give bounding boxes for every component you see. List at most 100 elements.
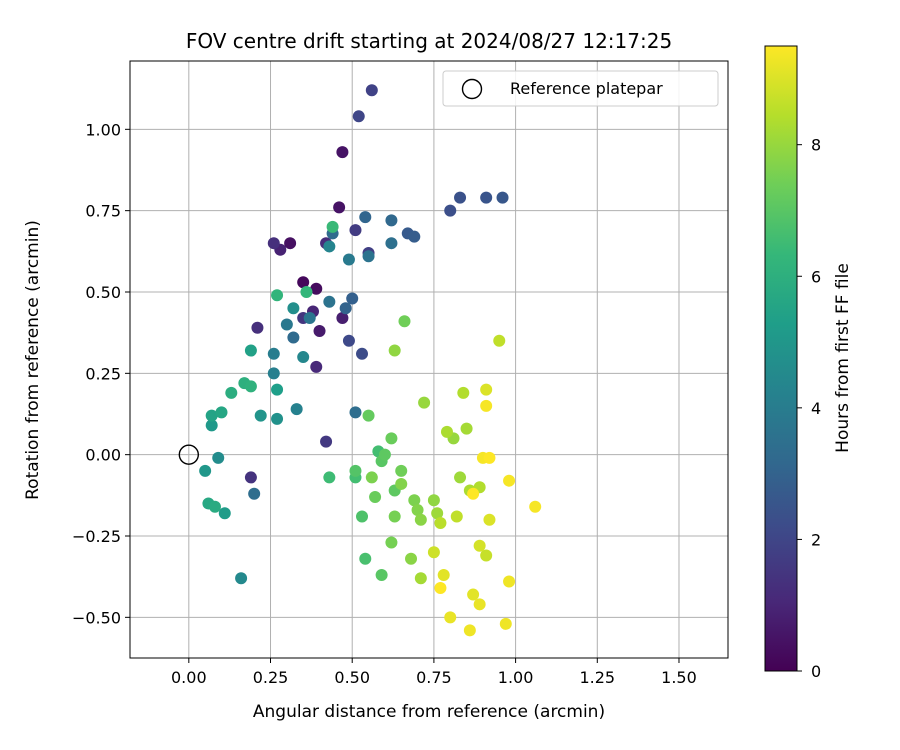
data-point [267, 237, 280, 250]
data-point [388, 510, 401, 523]
data-point [244, 380, 257, 393]
data-point [310, 360, 323, 373]
data-point [405, 552, 418, 565]
data-point [359, 552, 372, 565]
data-point [385, 237, 398, 250]
data-point [496, 191, 509, 204]
data-point [483, 513, 496, 526]
x-tick-label: 1.50 [661, 668, 697, 687]
data-point [356, 510, 369, 523]
data-point [346, 292, 359, 305]
y-axis-label: Rotation from reference (arcmin) [23, 220, 43, 500]
data-point [427, 494, 440, 507]
plot-frame [129, 60, 729, 659]
data-point [342, 334, 355, 347]
data-point [408, 494, 421, 507]
data-point [480, 383, 493, 396]
data-point [483, 451, 496, 464]
data-point [480, 549, 493, 562]
data-point [208, 500, 221, 513]
data-point [352, 110, 365, 123]
data-point [460, 422, 473, 435]
data-point [199, 464, 212, 477]
data-point [271, 412, 284, 425]
data-point [385, 432, 398, 445]
data-point [385, 536, 398, 549]
colorbar-tick-label: 0 [811, 662, 821, 681]
data-point [212, 451, 225, 464]
data-point [385, 214, 398, 227]
colorbar-label: Hours from first FF file [833, 263, 853, 453]
reference-marker-layer [178, 444, 200, 465]
x-tick-label: 0.75 [416, 668, 452, 687]
colorbar-frame [764, 45, 798, 672]
legend-reference-marker [461, 78, 483, 100]
x-axis-label: Angular distance from reference (arcmin) [253, 702, 605, 722]
grid-lines [130, 61, 728, 658]
data-point [356, 347, 369, 360]
colorbar-gradient [765, 46, 797, 671]
data-point [339, 302, 352, 315]
colorbar-tick-label: 2 [811, 530, 821, 549]
colorbar-ticks: 0 2 4 6 8 [797, 136, 821, 681]
data-point [336, 312, 349, 325]
data-point [342, 253, 355, 266]
x-tick-label: 0.50 [334, 668, 370, 687]
data-point [205, 409, 218, 422]
data-point [244, 471, 257, 484]
data-point [284, 237, 297, 250]
data-point [375, 569, 388, 582]
colorbar-tick-label: 6 [811, 267, 821, 286]
y-tick-label: 0.75 [85, 202, 121, 221]
data-point [503, 474, 516, 487]
y-tick-label: 0.00 [85, 446, 121, 465]
data-point [336, 146, 349, 159]
data-point [454, 191, 467, 204]
data-point [463, 624, 476, 637]
data-point [333, 201, 346, 214]
data-point [271, 289, 284, 302]
data-point [480, 399, 493, 412]
data-point [251, 321, 264, 334]
data-point [362, 250, 375, 263]
data-point [408, 230, 421, 243]
data-point [320, 435, 333, 448]
data-point [437, 569, 450, 582]
x-tick-label: 0.25 [253, 668, 289, 687]
data-point [395, 477, 408, 490]
data-point [323, 471, 336, 484]
legend-box [442, 70, 719, 107]
data-point [359, 211, 372, 224]
data-point [323, 295, 336, 308]
y-tick-label: 1.00 [85, 120, 121, 139]
data-point [473, 598, 486, 611]
data-point [362, 409, 375, 422]
data-point [411, 503, 424, 516]
data-point [493, 334, 506, 347]
data-point [457, 386, 470, 399]
colorbar-tick-label: 8 [811, 136, 821, 155]
data-point [297, 351, 310, 364]
data-point [244, 344, 257, 357]
data-point [414, 572, 427, 585]
data-point [254, 409, 267, 422]
data-point [267, 367, 280, 380]
data-point [499, 617, 512, 630]
data-point [473, 539, 486, 552]
data-point [529, 500, 542, 513]
data-point [313, 325, 326, 338]
data-point [398, 315, 411, 328]
data-point [365, 471, 378, 484]
data-point [431, 507, 444, 520]
data-point [303, 312, 316, 325]
x-tick-label: 1.00 [498, 668, 534, 687]
data-point [271, 383, 284, 396]
data-point [287, 331, 300, 344]
data-point [450, 510, 463, 523]
data-point [349, 406, 362, 419]
legend-entry-reference-platepar: Reference platepar [510, 79, 663, 98]
data-point [444, 204, 457, 217]
x-tick-label: 1.25 [579, 668, 615, 687]
x-tick-label: 0.00 [171, 668, 207, 687]
